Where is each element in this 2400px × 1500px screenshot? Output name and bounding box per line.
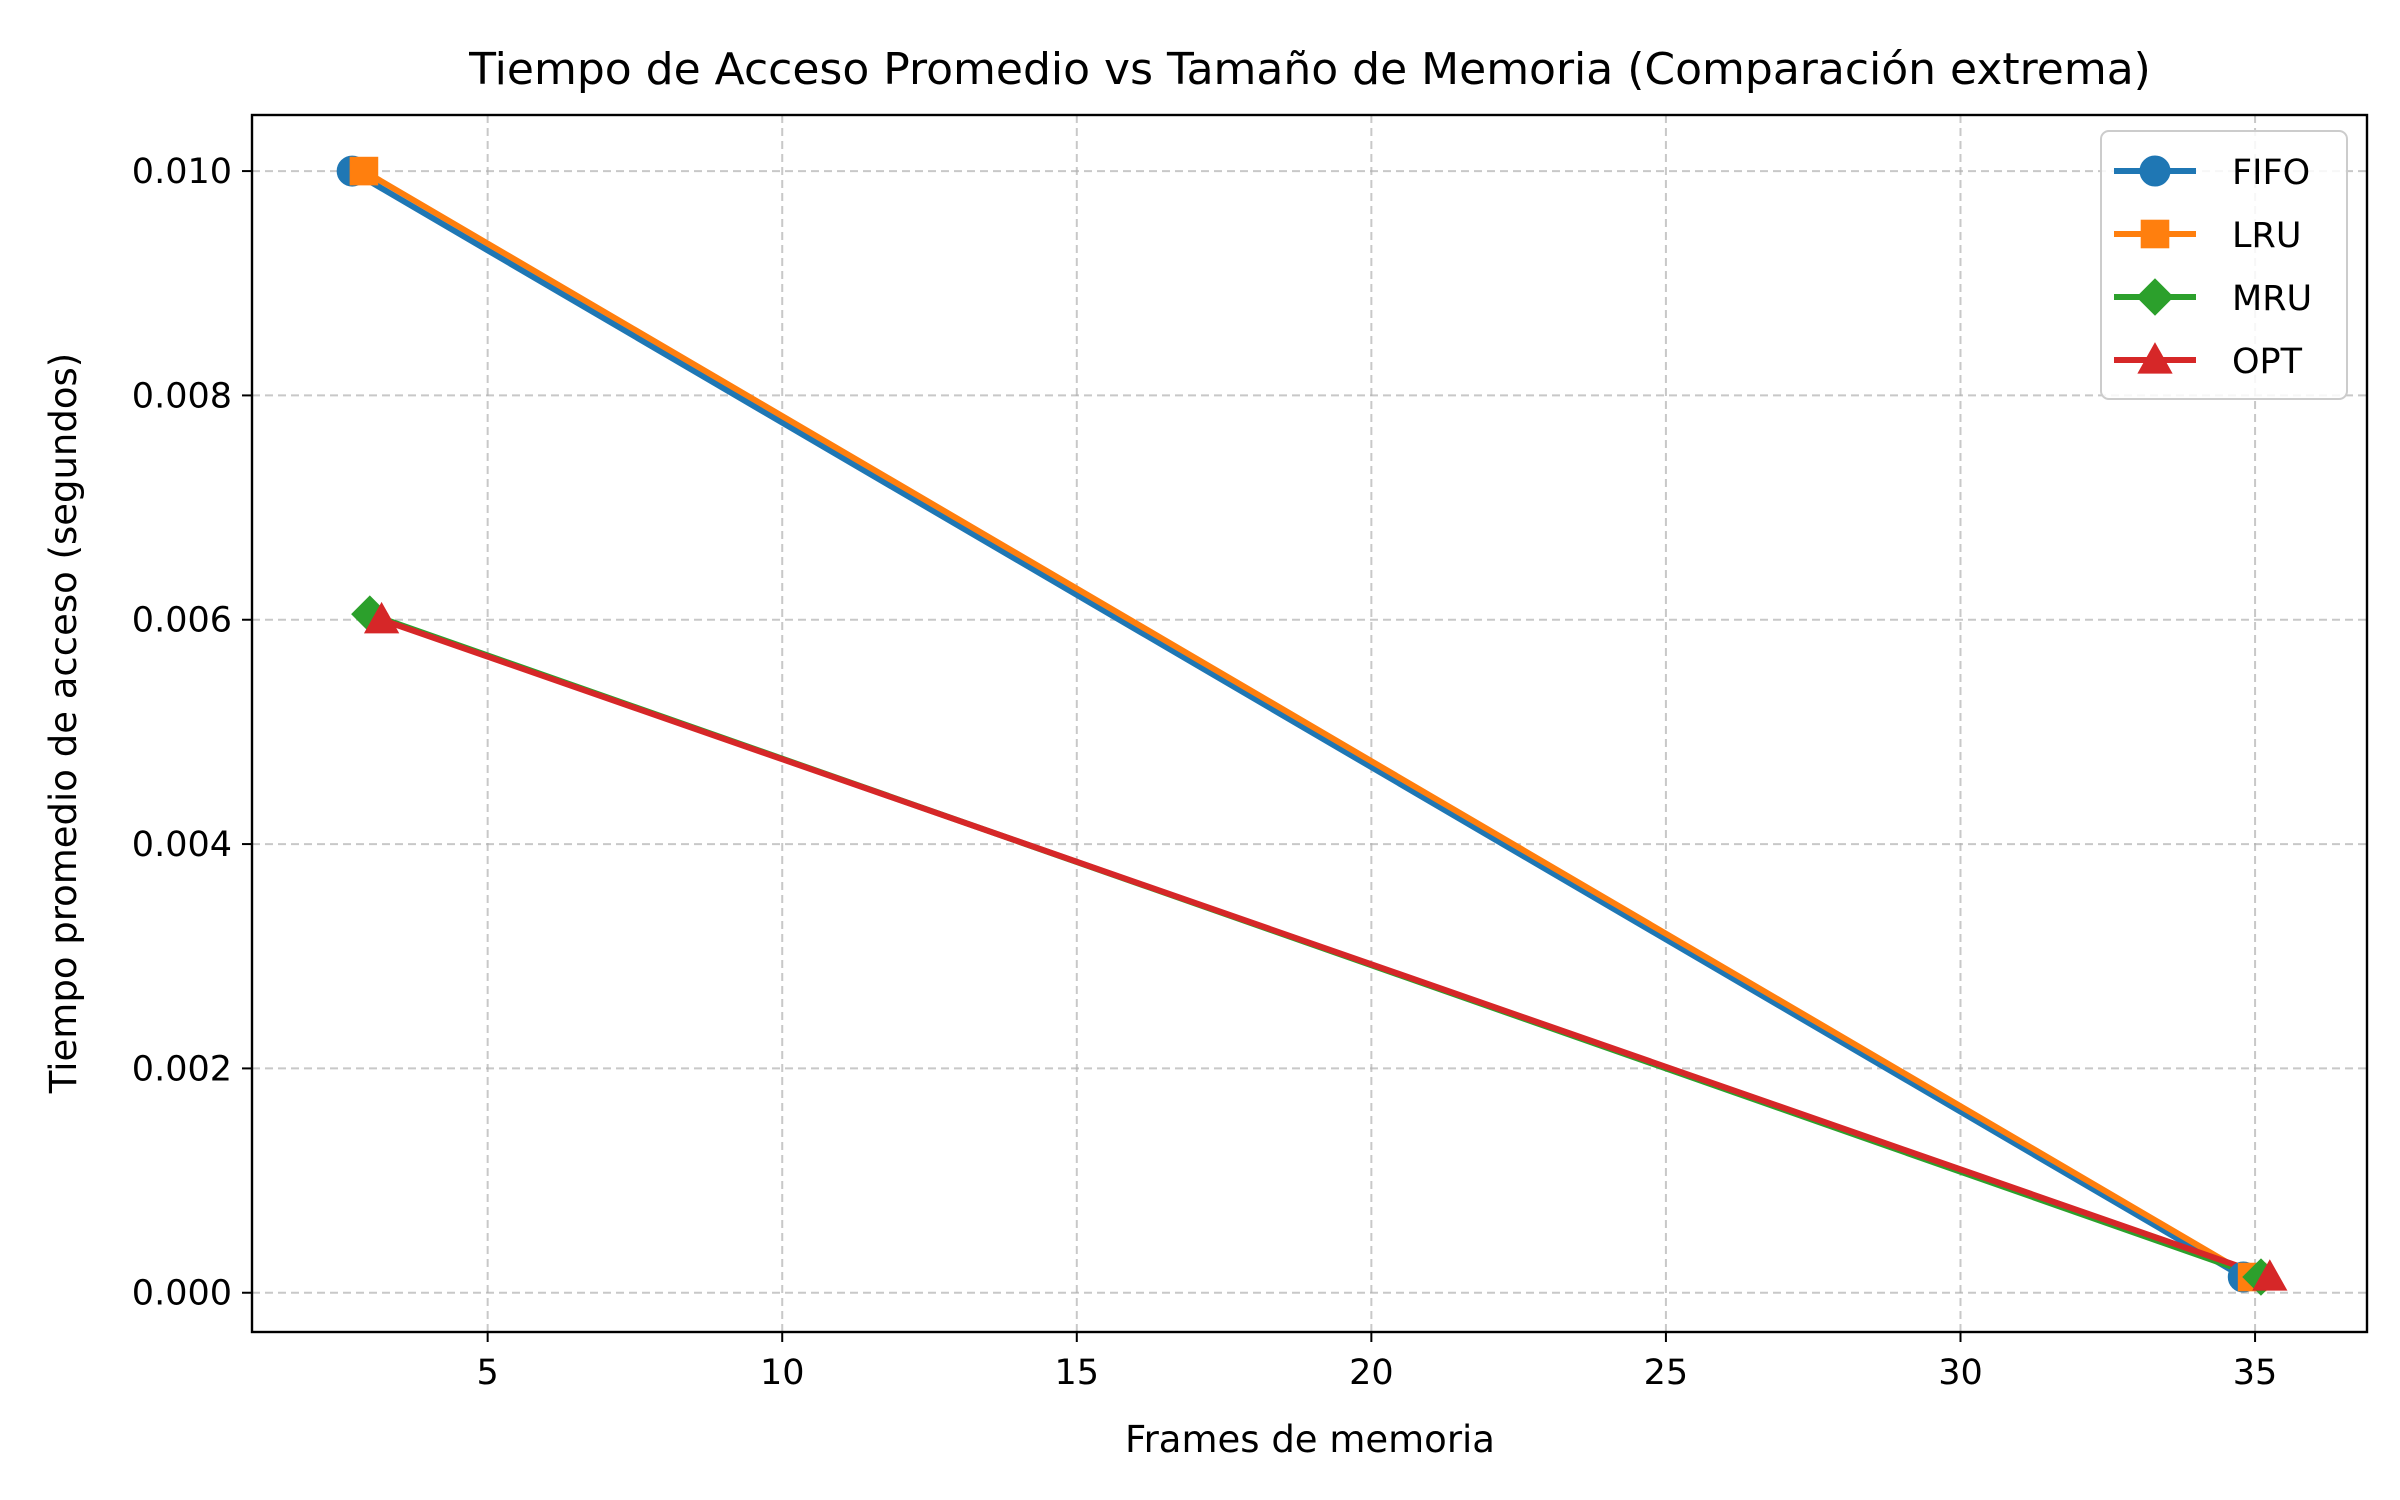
y-axis-ticks: 0.000 0.002 0.004 0.006 0.008 0.010 <box>132 152 252 1314</box>
chart-title: Tiempo de Acceso Promedio vs Tamaño de M… <box>468 44 2151 95</box>
y-axis-label: Tiempo promedio de acceso (segundos) <box>42 353 85 1094</box>
y-tick-label: 0.008 <box>132 376 232 416</box>
legend-marker-lru <box>2140 219 2170 249</box>
legend-label-fifo: FIFO <box>2232 153 2310 193</box>
legend-marker-fifo <box>2139 155 2171 187</box>
series-lines <box>349 168 2273 1281</box>
y-tick-label: 0.006 <box>132 601 232 641</box>
legend-marker-mru <box>2136 278 2174 316</box>
legend-box <box>2100 130 2348 400</box>
series-line-fifo <box>349 168 2247 1281</box>
grid <box>252 115 2367 1332</box>
legend: FIFO LRU MRU OPT <box>2100 130 2348 400</box>
series-line-opt <box>378 616 2273 1281</box>
x-tick-label: 15 <box>1055 1353 1100 1393</box>
series-line-lru <box>360 168 2256 1281</box>
x-tick-label: 10 <box>760 1353 805 1393</box>
legend-label-opt: OPT <box>2232 342 2303 382</box>
axes-frame <box>250 113 2369 1334</box>
x-axis-label: Frames de memoria <box>1125 1418 1495 1461</box>
x-tick-label: 5 <box>477 1353 499 1393</box>
x-axis-ticks: 5 10 15 20 25 30 35 <box>477 1332 2278 1393</box>
legend-label-mru: MRU <box>2232 279 2312 319</box>
legend-marker-opt <box>2137 342 2173 374</box>
x-tick-label: 20 <box>1349 1353 1394 1393</box>
x-tick-label: 30 <box>1938 1353 1983 1393</box>
series-markers <box>336 155 2288 1296</box>
data-point-opt <box>363 601 400 634</box>
x-tick-label: 35 <box>2233 1353 2278 1393</box>
data-point-opt <box>2252 1259 2288 1291</box>
y-tick-label: 0.010 <box>132 152 232 192</box>
y-tick-label: 0.002 <box>132 1049 232 1089</box>
y-tick-label: 0.004 <box>132 825 232 865</box>
data-point-lru <box>349 156 379 186</box>
x-tick-label: 25 <box>1644 1353 1689 1393</box>
legend-label-lru: LRU <box>2232 216 2301 256</box>
y-tick-label: 0.000 <box>132 1274 232 1314</box>
